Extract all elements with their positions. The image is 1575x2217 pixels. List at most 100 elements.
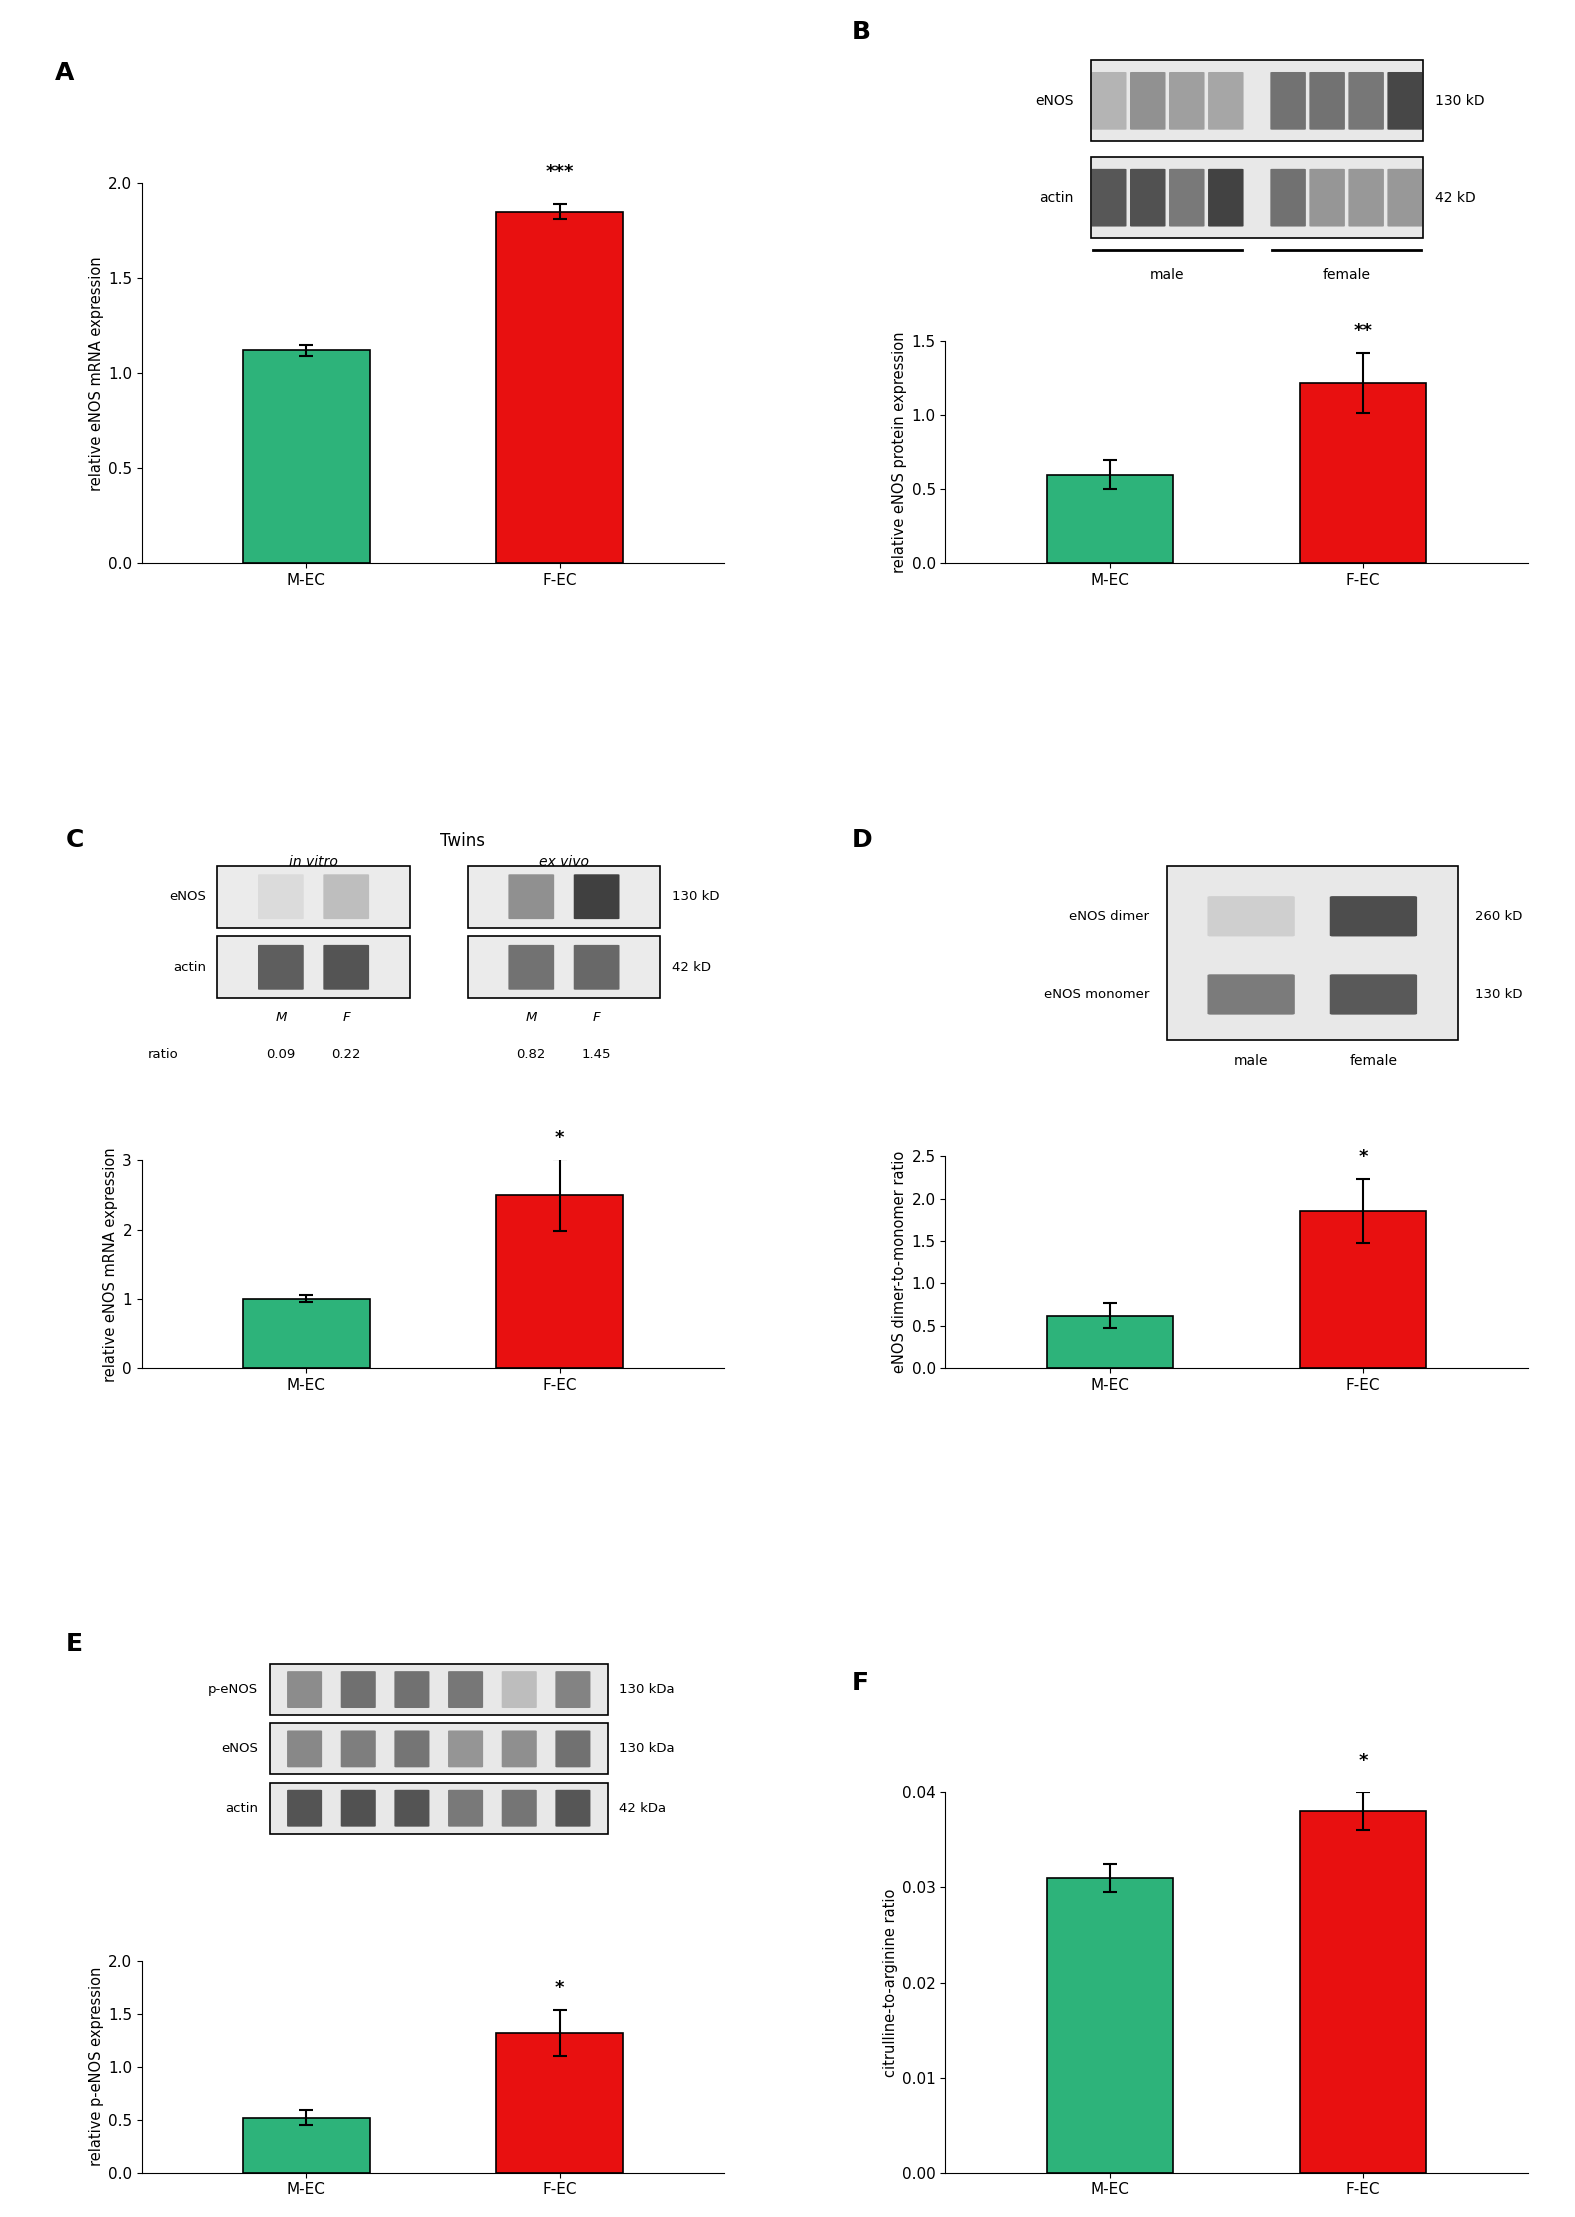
FancyBboxPatch shape xyxy=(1129,71,1166,131)
FancyBboxPatch shape xyxy=(1309,71,1345,131)
Bar xyxy=(496,2033,622,2173)
Text: eNOS: eNOS xyxy=(222,1743,258,1756)
FancyBboxPatch shape xyxy=(394,1731,430,1767)
Y-axis label: relative p-eNOS expression: relative p-eNOS expression xyxy=(88,1966,104,2166)
Text: **: ** xyxy=(1353,321,1373,339)
Text: F: F xyxy=(852,1672,869,1694)
Y-axis label: relative eNOS mRNA expression: relative eNOS mRNA expression xyxy=(88,255,104,490)
Text: eNOS monomer: eNOS monomer xyxy=(1044,989,1150,1000)
FancyBboxPatch shape xyxy=(509,873,554,920)
Bar xyxy=(243,1299,370,1368)
FancyBboxPatch shape xyxy=(323,944,369,989)
Bar xyxy=(1167,867,1458,1040)
Bar xyxy=(269,1723,608,1774)
FancyBboxPatch shape xyxy=(287,1672,323,1707)
FancyBboxPatch shape xyxy=(1208,896,1295,936)
Text: 130 kD: 130 kD xyxy=(671,891,720,902)
Text: E: E xyxy=(66,1632,83,1656)
FancyBboxPatch shape xyxy=(394,1789,430,1827)
FancyBboxPatch shape xyxy=(1208,168,1244,226)
FancyBboxPatch shape xyxy=(258,944,304,989)
Y-axis label: eNOS dimer-to-monomer ratio: eNOS dimer-to-monomer ratio xyxy=(893,1151,907,1372)
FancyBboxPatch shape xyxy=(1271,71,1306,131)
FancyBboxPatch shape xyxy=(1271,168,1306,226)
Bar xyxy=(1299,1210,1427,1368)
Bar xyxy=(468,865,660,929)
Bar xyxy=(468,936,660,998)
FancyBboxPatch shape xyxy=(323,873,369,920)
Text: Twins: Twins xyxy=(439,831,485,851)
FancyBboxPatch shape xyxy=(1309,168,1345,226)
FancyBboxPatch shape xyxy=(340,1789,376,1827)
Bar xyxy=(217,865,410,929)
FancyBboxPatch shape xyxy=(447,1672,484,1707)
FancyBboxPatch shape xyxy=(1169,71,1205,131)
FancyBboxPatch shape xyxy=(1388,168,1422,226)
FancyBboxPatch shape xyxy=(394,1672,430,1707)
Text: 130 kDa: 130 kDa xyxy=(619,1683,676,1696)
Text: 0.82: 0.82 xyxy=(517,1049,547,1062)
FancyBboxPatch shape xyxy=(1091,168,1126,226)
Text: p-eNOS: p-eNOS xyxy=(208,1683,258,1696)
FancyBboxPatch shape xyxy=(573,944,619,989)
Bar xyxy=(1047,1315,1173,1368)
FancyBboxPatch shape xyxy=(1208,973,1295,1015)
FancyBboxPatch shape xyxy=(502,1731,537,1767)
Text: 0.09: 0.09 xyxy=(266,1049,296,1062)
FancyBboxPatch shape xyxy=(1129,168,1166,226)
Y-axis label: relative eNOS protein expression: relative eNOS protein expression xyxy=(893,333,907,574)
FancyBboxPatch shape xyxy=(502,1789,537,1827)
FancyBboxPatch shape xyxy=(573,873,619,920)
Bar xyxy=(496,1195,622,1368)
FancyBboxPatch shape xyxy=(1208,71,1244,131)
Text: F: F xyxy=(342,1011,350,1024)
Text: D: D xyxy=(852,827,873,851)
FancyBboxPatch shape xyxy=(447,1789,484,1827)
Bar xyxy=(243,2117,370,2173)
Bar xyxy=(1047,474,1173,563)
FancyBboxPatch shape xyxy=(1348,168,1384,226)
Text: 0.22: 0.22 xyxy=(331,1049,361,1062)
Bar xyxy=(1299,384,1427,563)
Bar xyxy=(269,1782,608,1833)
Text: 1.45: 1.45 xyxy=(581,1049,611,1062)
Text: ***: *** xyxy=(545,164,573,182)
FancyBboxPatch shape xyxy=(509,944,554,989)
Text: ratio: ratio xyxy=(148,1049,178,1062)
FancyBboxPatch shape xyxy=(340,1672,376,1707)
Text: ex vivo: ex vivo xyxy=(539,856,589,869)
FancyBboxPatch shape xyxy=(258,873,304,920)
FancyBboxPatch shape xyxy=(556,1731,591,1767)
FancyBboxPatch shape xyxy=(287,1789,323,1827)
Text: A: A xyxy=(55,62,74,86)
Text: M: M xyxy=(526,1011,537,1024)
Text: female: female xyxy=(1323,268,1370,282)
Text: 42 kDa: 42 kDa xyxy=(619,1802,666,1816)
Text: male: male xyxy=(1233,1055,1268,1069)
Text: *: * xyxy=(554,1128,564,1146)
Text: 42 kD: 42 kD xyxy=(671,960,710,973)
Text: B: B xyxy=(852,20,871,44)
Bar xyxy=(1091,157,1422,237)
FancyBboxPatch shape xyxy=(556,1789,591,1827)
Text: 130 kD: 130 kD xyxy=(1476,989,1523,1000)
Text: female: female xyxy=(1350,1055,1397,1069)
FancyBboxPatch shape xyxy=(1329,896,1418,936)
Text: 42 kD: 42 kD xyxy=(1435,191,1476,204)
FancyBboxPatch shape xyxy=(447,1731,484,1767)
FancyBboxPatch shape xyxy=(287,1731,323,1767)
Text: *: * xyxy=(1358,1751,1369,1769)
Text: 130 kD: 130 kD xyxy=(1435,93,1484,109)
Text: *: * xyxy=(554,1980,564,1998)
Text: actin: actin xyxy=(225,1802,258,1816)
Bar xyxy=(243,350,370,563)
Bar xyxy=(496,211,622,563)
FancyBboxPatch shape xyxy=(1091,71,1126,131)
Bar xyxy=(269,1665,608,1716)
FancyBboxPatch shape xyxy=(1348,71,1384,131)
Text: in vitro: in vitro xyxy=(290,856,339,869)
Text: F: F xyxy=(592,1011,600,1024)
Text: M: M xyxy=(276,1011,287,1024)
Bar xyxy=(1047,1878,1173,2173)
FancyBboxPatch shape xyxy=(1388,71,1422,131)
